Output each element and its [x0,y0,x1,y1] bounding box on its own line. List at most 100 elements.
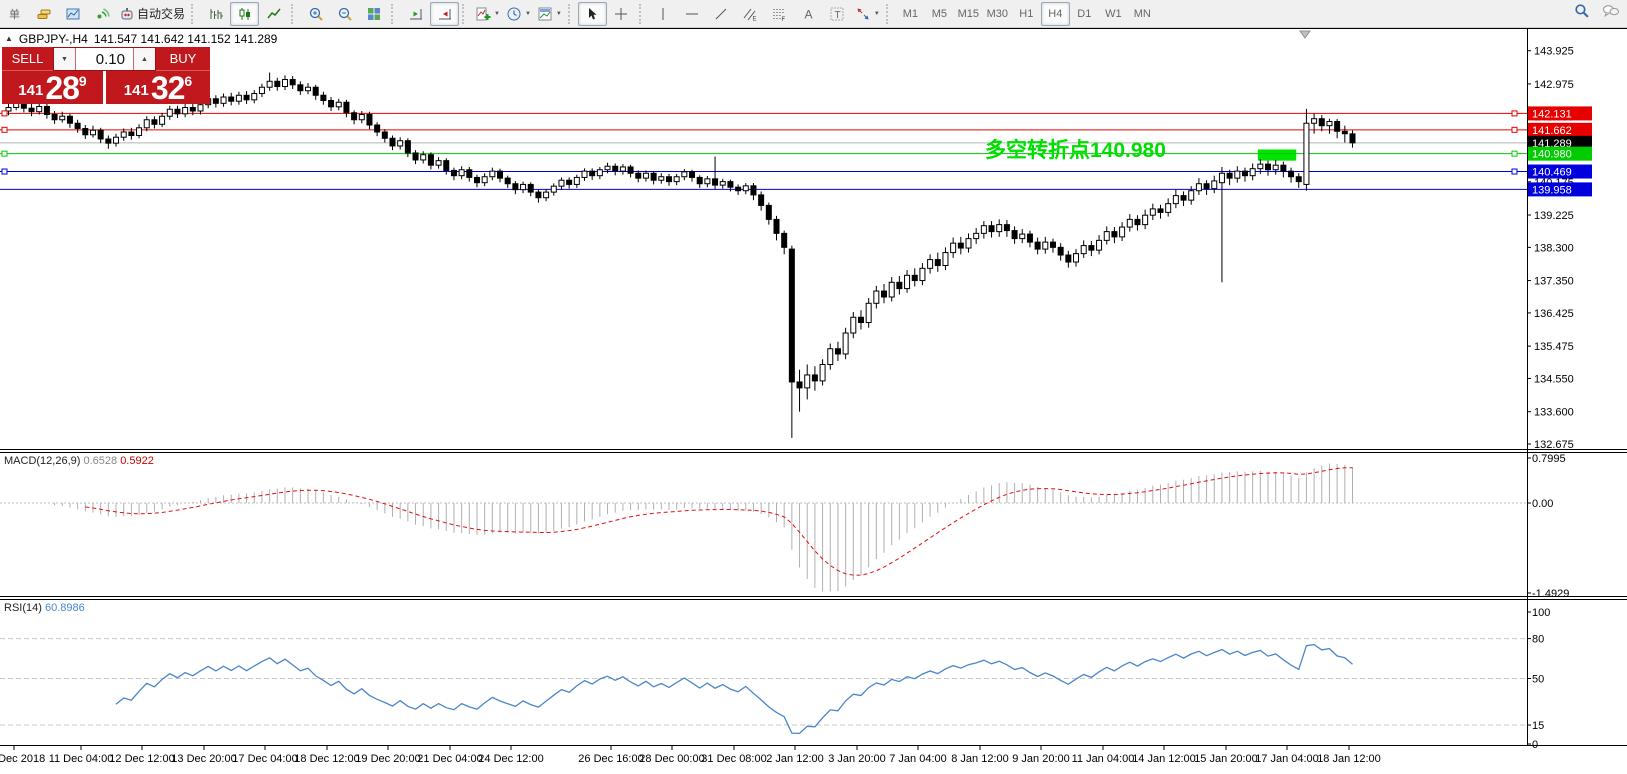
new-order-button[interactable]: 单 [0,2,29,26]
volume-up-button[interactable]: ▲ [133,48,155,70]
dropdown-arrow-icon[interactable]: ▼ [873,10,880,17]
pivot-annotation[interactable]: 多空转折点140.980 [985,138,1166,162]
dropdown-arrow-icon[interactable]: ▼ [524,10,531,17]
vertical-line-button[interactable] [649,2,678,26]
arrows-button[interactable]: ▼ [852,2,883,26]
line-handle [1,126,8,133]
svg-text:A: A [805,7,813,21]
fibonacci-button[interactable]: F [765,2,794,26]
svg-text:-1.4929: -1.4929 [1532,588,1569,600]
timeframe-h1-button[interactable]: H1 [1012,2,1041,26]
autotrading-icon [121,7,133,19]
buy-price-prefix: 141 [123,82,149,99]
svg-text:10 Dec 2018: 10 Dec 2018 [0,753,45,765]
volume-stepper: ▼ 0.10 ▲ [53,47,156,71]
chart-shift-marker[interactable] [1299,30,1311,39]
text-button[interactable]: A [794,2,823,26]
candlestick-chart-button[interactable] [230,1,260,26]
zoom-out-button[interactable] [330,2,359,26]
auto-scroll-button[interactable] [401,2,430,26]
highlight-rectangle [1257,149,1297,161]
chart-shift-button[interactable] [430,1,460,26]
timeframe-m15-button[interactable]: M15 [954,2,983,26]
volume-dropdown-button[interactable]: ▼ [54,48,76,70]
svg-text:17 Dec 04:00: 17 Dec 04:00 [232,753,297,765]
timeframe-m5-button-label: M5 [931,7,947,20]
svg-text:9 Jan 20:00: 9 Jan 20:00 [1012,753,1070,765]
svg-text:15 Jan 20:00: 15 Jan 20:00 [1194,753,1258,765]
volume-input[interactable]: 0.10 [95,50,125,68]
timeframe-m30-button[interactable]: M30 [983,2,1012,26]
svg-text:31 Dec 08:00: 31 Dec 08:00 [701,753,766,765]
macd-panel-divider[interactable] [0,447,1627,453]
timeframe-d1-button-label: D1 [1077,7,1092,20]
svg-text:T: T [835,10,841,21]
dropdown-arrow-icon[interactable]: ▼ [494,10,500,17]
timeframe-w1-button[interactable]: W1 [1099,2,1128,26]
line-chart-icon [266,8,281,18]
timeframe-d1-button[interactable]: D1 [1070,2,1099,26]
timeframe-h1-button-label: H1 [1019,7,1034,20]
svg-text:137.350: 137.350 [1534,276,1574,288]
chat-icon[interactable] [1602,2,1619,24]
svg-text:8 Jan 12:00: 8 Jan 12:00 [951,753,1009,765]
toolbar-separator [291,3,297,24]
line-handle [1511,150,1518,157]
signals-button[interactable] [87,2,116,26]
svg-text:139.958: 139.958 [1532,184,1572,196]
market-watch-button[interactable] [29,2,58,26]
timeframe-m5-button[interactable]: M5 [925,2,954,26]
svg-text:80: 80 [1532,634,1544,646]
timeframe-m1-button[interactable]: M1 [896,2,925,26]
collapse-trade-panel-icon[interactable]: ▲ [5,34,13,43]
text-label-button[interactable]: T [823,2,852,26]
sell-price-big: 28 [45,69,80,106]
periods-button[interactable]: ▼ [503,2,534,26]
svg-text:12 Dec 12:00: 12 Dec 12:00 [109,753,174,765]
autotrading-button[interactable]: 自动交易 [116,2,188,26]
zoom-in-button[interactable] [301,2,330,26]
horizontal-lines-layer[interactable] [0,112,1527,190]
crosshair-button[interactable] [607,2,636,26]
svg-text:143.925: 143.925 [1534,46,1574,58]
search-icon [1575,4,1589,18]
buy-button[interactable]: 141 32 6 [106,71,210,104]
svg-text:11 Dec 04:00: 11 Dec 04:00 [49,753,114,765]
time-axis[interactable] [0,747,1527,774]
indicators-button[interactable]: ▼ [472,2,503,26]
svg-text:132.675: 132.675 [1534,439,1574,451]
price-axis[interactable] [1528,29,1627,746]
dropdown-arrow-icon[interactable]: ▼ [555,10,562,17]
timeframe-w1-button-label: W1 [1105,7,1122,20]
timeframe-m1-button-label: M1 [902,7,918,20]
timeframe-h4-button[interactable]: H4 [1040,1,1070,26]
search-icon[interactable] [1573,2,1590,24]
timeframe-m30-button-label: M30 [986,7,1009,20]
sell-button[interactable]: 141 28 9 [2,71,103,104]
templates-button[interactable]: ▼ [534,2,565,26]
svg-text:136.425: 136.425 [1534,308,1574,320]
charts-button[interactable] [58,2,87,26]
horizontal-line-button[interactable] [678,2,707,26]
tile-windows-icon [367,7,380,20]
bar-chart-button[interactable] [201,2,230,26]
svg-text:142.131: 142.131 [1532,108,1572,120]
zoom-in-icon [309,7,323,21]
tile-windows-button[interactable] [359,2,388,26]
macd-signal-line [85,467,1353,576]
equidistant-channel-icon: E [743,8,757,22]
cursor-button[interactable] [577,1,607,26]
chart-shift-icon [438,8,451,19]
timeframe-mn-button[interactable]: MN [1128,2,1157,26]
timeframe-mn-button-label: MN [1133,7,1151,20]
svg-text:0: 0 [1532,739,1538,751]
line-chart-button[interactable] [259,2,288,26]
rsi-panel-divider[interactable] [0,594,1627,600]
svg-text:3 Jan 20:00: 3 Jan 20:00 [828,753,886,765]
svg-text:50: 50 [1532,674,1544,686]
svg-text:18 Jan 12:00: 18 Jan 12:00 [1317,753,1381,765]
equidistant-channel-button[interactable]: E [736,2,765,26]
toolbar: 单 自动交易 ▼ ▼ ▼ E F A T ▼ M1 M5 M15 M30 H1 H4 D1 W1 MN [0,0,1627,28]
trendline-button[interactable] [707,2,736,26]
